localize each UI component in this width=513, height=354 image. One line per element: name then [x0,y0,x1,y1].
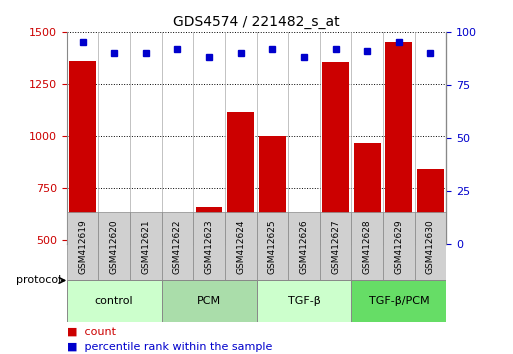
Text: GSM412622: GSM412622 [173,219,182,274]
Text: GSM412620: GSM412620 [110,219,119,274]
Text: ■  percentile rank within the sample: ■ percentile rank within the sample [67,342,272,352]
Text: GSM412619: GSM412619 [78,219,87,274]
Bar [354,143,381,244]
Text: GSM412625: GSM412625 [268,219,277,274]
Text: GSM412624: GSM412624 [236,219,245,274]
FancyBboxPatch shape [383,212,415,280]
FancyBboxPatch shape [351,280,446,322]
Text: protocol: protocol [16,275,62,285]
Bar [101,223,128,244]
Text: PCM: PCM [197,296,221,306]
FancyBboxPatch shape [162,280,256,322]
Text: GSM412626: GSM412626 [300,219,308,274]
Text: GSM412621: GSM412621 [141,219,150,274]
Text: GSM412623: GSM412623 [205,219,213,274]
FancyBboxPatch shape [98,212,130,280]
Bar [385,42,412,244]
Bar [417,169,444,244]
Bar [322,62,349,244]
FancyBboxPatch shape [162,212,193,280]
FancyBboxPatch shape [225,212,256,280]
Text: GSM412629: GSM412629 [394,219,403,274]
FancyBboxPatch shape [288,212,320,280]
Text: control: control [95,296,133,306]
Bar [290,241,318,244]
Title: GDS4574 / 221482_s_at: GDS4574 / 221482_s_at [173,16,340,29]
Bar [195,207,223,244]
Text: TGF-β/PCM: TGF-β/PCM [368,296,429,306]
Bar [164,231,191,244]
FancyBboxPatch shape [351,212,383,280]
Bar [227,112,254,244]
FancyBboxPatch shape [320,212,351,280]
FancyBboxPatch shape [256,280,351,322]
Text: GSM412627: GSM412627 [331,219,340,274]
FancyBboxPatch shape [256,212,288,280]
FancyBboxPatch shape [67,212,98,280]
FancyBboxPatch shape [415,212,446,280]
Text: TGF-β: TGF-β [288,296,320,306]
FancyBboxPatch shape [193,212,225,280]
FancyBboxPatch shape [130,212,162,280]
Text: ■  count: ■ count [67,326,116,336]
Text: GSM412628: GSM412628 [363,219,372,274]
Bar [69,61,96,244]
FancyBboxPatch shape [67,280,162,322]
Text: GSM412630: GSM412630 [426,219,435,274]
Bar [132,241,159,244]
Bar [259,136,286,244]
